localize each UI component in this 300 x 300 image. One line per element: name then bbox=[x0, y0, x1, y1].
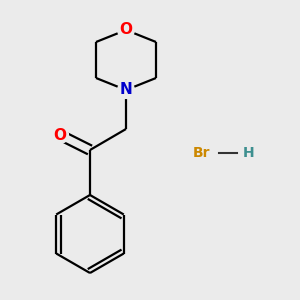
Text: N: N bbox=[120, 82, 132, 98]
Text: Br: Br bbox=[193, 146, 210, 160]
Circle shape bbox=[118, 22, 134, 38]
Text: H: H bbox=[243, 146, 255, 160]
Circle shape bbox=[118, 82, 134, 98]
Text: O: O bbox=[119, 22, 133, 38]
Circle shape bbox=[52, 127, 68, 143]
Text: O: O bbox=[53, 128, 67, 142]
